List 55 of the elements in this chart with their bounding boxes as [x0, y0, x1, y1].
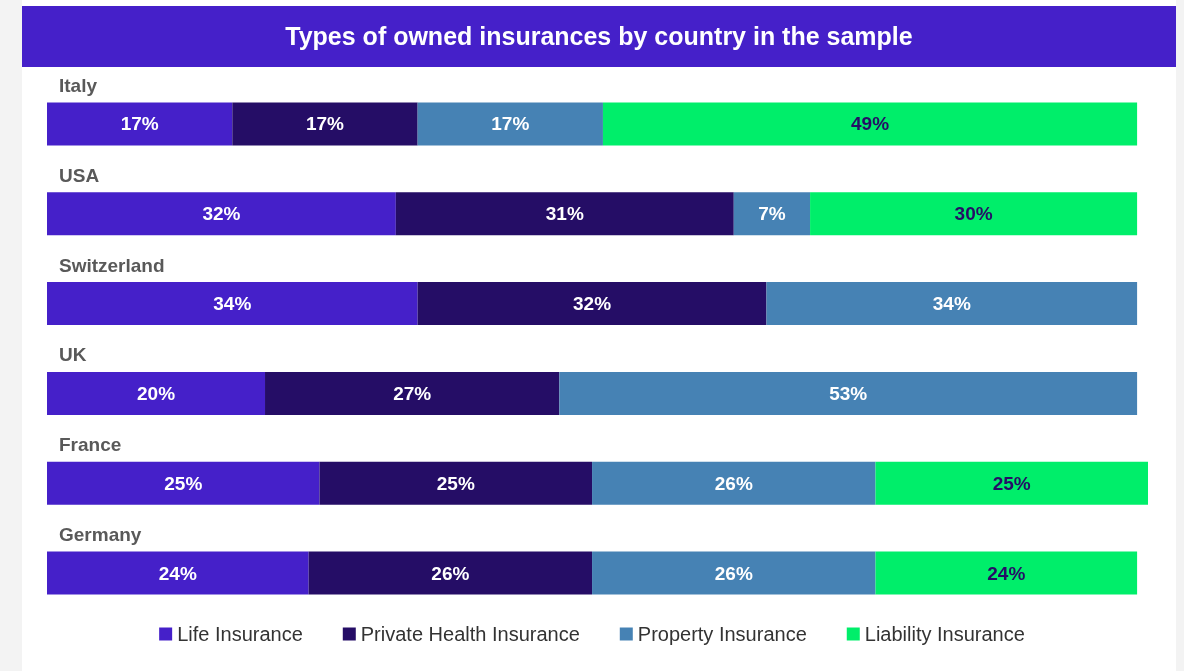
data-label: 26% [431, 562, 470, 584]
bar [875, 461, 1148, 505]
legend-label: Property Insurance [637, 623, 807, 645]
legend-label: Life Insurance [177, 623, 303, 645]
bar [417, 102, 603, 146]
bar [559, 371, 1138, 415]
data-label: 53% [829, 382, 868, 404]
y-tick-label: Switzerland [59, 254, 165, 276]
chart-title: Types of owned insurances by country in the sample [22, 6, 1176, 67]
data-label: 32% [573, 293, 612, 315]
data-label: 24% [987, 562, 1026, 584]
y-tick-label: USA [59, 164, 100, 186]
data-label: 34% [932, 293, 971, 315]
bar [47, 192, 396, 236]
bar [232, 102, 418, 146]
bar [308, 551, 593, 595]
data-label: 17% [120, 113, 159, 135]
data-label: 25% [164, 472, 203, 494]
bar [733, 192, 811, 236]
bar [47, 282, 418, 326]
bar [592, 551, 876, 595]
bar [592, 461, 876, 505]
data-label: 34% [213, 293, 252, 315]
data-label: 31% [545, 203, 584, 225]
data-label: 25% [436, 472, 475, 494]
data-label: 24% [158, 562, 197, 584]
bar [417, 282, 767, 326]
bar [766, 282, 1138, 326]
data-label: 26% [714, 472, 753, 494]
data-label: 30% [954, 203, 993, 225]
data-label: 20% [136, 382, 176, 404]
legend-label: Liability Insurance [864, 623, 1025, 645]
data-label: 27% [393, 382, 432, 404]
data-label: 7% [758, 203, 786, 225]
y-tick-label: France [59, 434, 122, 456]
data-label: 32% [202, 203, 241, 225]
bar [602, 102, 1138, 146]
bar [265, 371, 560, 415]
bar [810, 192, 1138, 236]
data-label: 17% [491, 113, 530, 135]
data-label: 25% [992, 472, 1031, 494]
bar [47, 371, 266, 415]
y-tick-label: Italy [59, 74, 98, 96]
data-label: 49% [851, 113, 890, 135]
bar [319, 461, 593, 505]
y-tick-label: Germany [59, 524, 142, 546]
bar [47, 461, 320, 505]
data-label: 17% [305, 113, 345, 135]
y-tick-label: UK [59, 344, 87, 366]
bar [47, 102, 233, 146]
bar [47, 551, 309, 595]
legend-label: Private Health Insurance [360, 623, 580, 645]
bar [875, 551, 1138, 595]
data-label: 26% [714, 562, 753, 584]
bar [395, 192, 734, 236]
